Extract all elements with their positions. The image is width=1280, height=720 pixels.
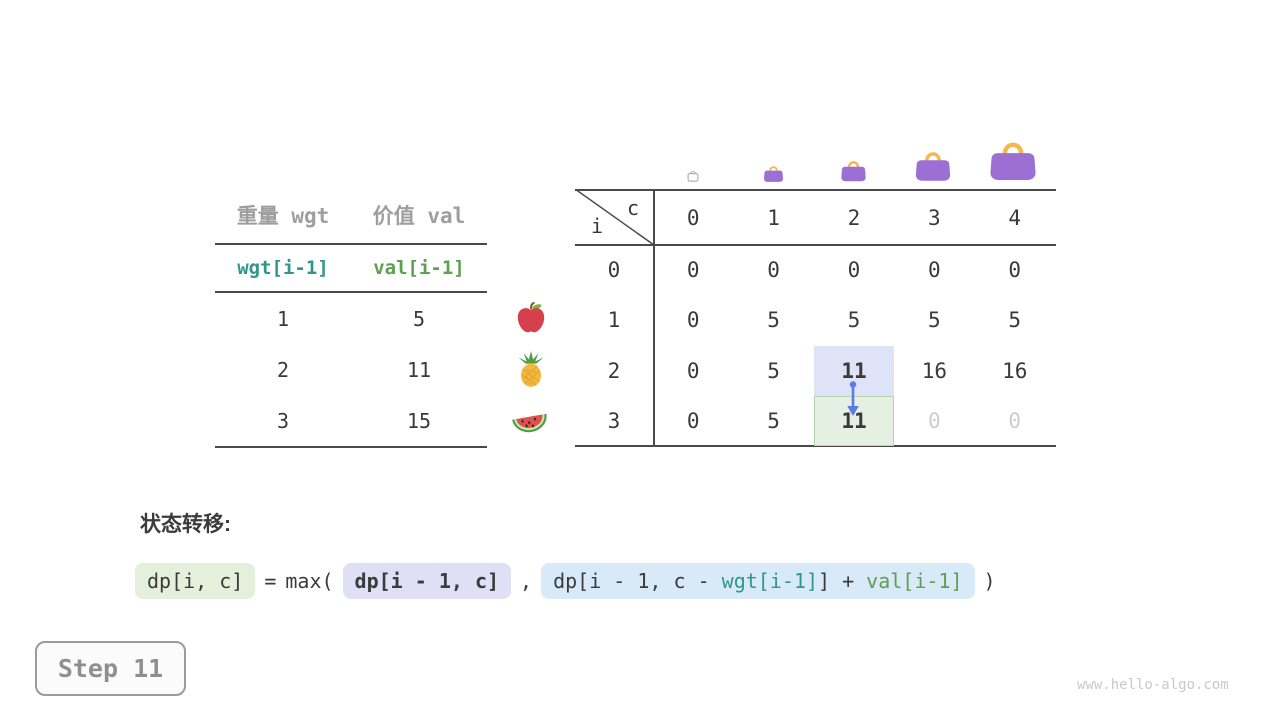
equals-sign: = [264, 569, 277, 593]
item-3-weight: 3 [276, 408, 290, 433]
item-row-3: 3 15 [215, 395, 487, 446]
state-transition-formula: dp[i, c] = max( dp[i - 1, c] , dp[i - 1,… [135, 562, 996, 600]
item-3-value: 15 [406, 408, 432, 433]
arg2-mid: ] + [818, 569, 867, 593]
dp-cell-0-0: 0 [686, 258, 700, 283]
dp-table-header-line [575, 244, 1056, 246]
col-variable-label: c [626, 196, 639, 220]
apple-icon [512, 299, 550, 337]
divider [215, 446, 487, 448]
dp-table-top-line [575, 189, 1056, 191]
bag-capacity-2-icon [840, 158, 867, 183]
formula-arg1-box: dp[i - 1, c] [342, 563, 512, 599]
row-header-0: 0 [607, 258, 621, 283]
step-badge: Step 11 [35, 641, 186, 696]
divider [215, 243, 487, 245]
col-header-2: 2 [847, 205, 861, 230]
watermelon-icon [511, 402, 549, 440]
value-column-header: 价值 val [372, 204, 466, 228]
dp-cell-1-0: 0 [686, 308, 700, 333]
col-header-4: 4 [1008, 205, 1022, 230]
dp-cell-3-0: 0 [686, 408, 700, 433]
dp-cell-2-4: 16 [1002, 358, 1028, 383]
bag-capacity-0-icon [685, 168, 701, 183]
dp-cell-1-4: 5 [1008, 308, 1022, 333]
items-table-formula-row: wgt[i-1] val[i-1] [215, 245, 487, 291]
max-open: max( [285, 569, 334, 593]
dp-cell-3-3: 0 [928, 408, 941, 433]
row-header-1: 1 [607, 308, 621, 333]
arg2-wgt-term: wgt[i-1] [721, 569, 818, 593]
formula-lhs-box: dp[i, c] [135, 563, 256, 599]
dp-table-bottom-line [575, 445, 1056, 447]
bag-capacity-1-icon [763, 164, 784, 183]
col-header-3: 3 [928, 205, 941, 230]
dp-table-vertical-line [653, 189, 655, 447]
dp-table: c i 0 1 2 3 4 0 0 0 0 0 0 1 0 5 5 5 5 2 … [575, 190, 1055, 446]
dp-cell-2-1: 5 [767, 358, 780, 383]
step-label: Step 11 [57, 654, 164, 683]
items-table-header: 重量 wgt 价值 val [215, 187, 487, 243]
close-paren: ) [983, 569, 996, 593]
dp-cell-2-0: 0 [686, 358, 700, 383]
dp-cell-1-2: 5 [847, 308, 861, 333]
col-header-1: 1 [767, 205, 780, 230]
item-row-2: 2 11 [215, 344, 487, 395]
bag-capacity-4-icon [988, 137, 1038, 183]
item-2-weight: 2 [276, 357, 290, 382]
weight-column-header: 重量 wgt [236, 204, 330, 228]
corner-diagonal-line [575, 189, 655, 246]
item-1-value: 5 [412, 306, 426, 331]
item-1-weight: 1 [276, 306, 290, 331]
wgt-formula-label: wgt[i-1] [237, 257, 329, 279]
row-header-2: 2 [607, 358, 621, 383]
divider [215, 291, 487, 293]
dp-cell-0-1: 0 [767, 258, 780, 283]
arg2-val-term: val[i-1] [866, 569, 963, 593]
bag-capacity-3-icon [914, 148, 952, 183]
dp-cell-1-3: 5 [928, 308, 941, 333]
items-table: 重量 wgt 价值 val wgt[i-1] val[i-1] 1 5 2 11… [215, 187, 487, 448]
pineapple-icon [512, 351, 550, 389]
col-header-0: 0 [686, 205, 700, 230]
row-header-3: 3 [607, 408, 621, 433]
dp-cell-3-1: 5 [767, 408, 780, 433]
dp-cell-3-4: 0 [1008, 408, 1022, 433]
dp-cell-1-1: 5 [767, 308, 780, 333]
dp-cell-0-3: 0 [928, 258, 941, 283]
dp-cell-0-4: 0 [1008, 258, 1022, 283]
dp-corner-cell: c i [575, 190, 653, 245]
watermark: www.hello-algo.com [1077, 677, 1229, 693]
comma: , [520, 569, 533, 593]
item-2-value: 11 [406, 357, 432, 382]
item-row-1: 1 5 [215, 293, 487, 344]
arg2-pre: dp[i - 1, c - [553, 569, 722, 593]
dp-cell-2-3: 16 [921, 358, 948, 383]
dp-cell-0-2: 0 [847, 258, 861, 283]
row-variable-label: i [591, 214, 604, 238]
formula-arg2-box: dp[i - 1, c - wgt[i-1]] + val[i-1] [541, 563, 975, 599]
state-transition-label: 状态转移: [140, 513, 231, 536]
val-formula-label: val[i-1] [373, 257, 465, 279]
transfer-arrow-icon [847, 381, 859, 416]
